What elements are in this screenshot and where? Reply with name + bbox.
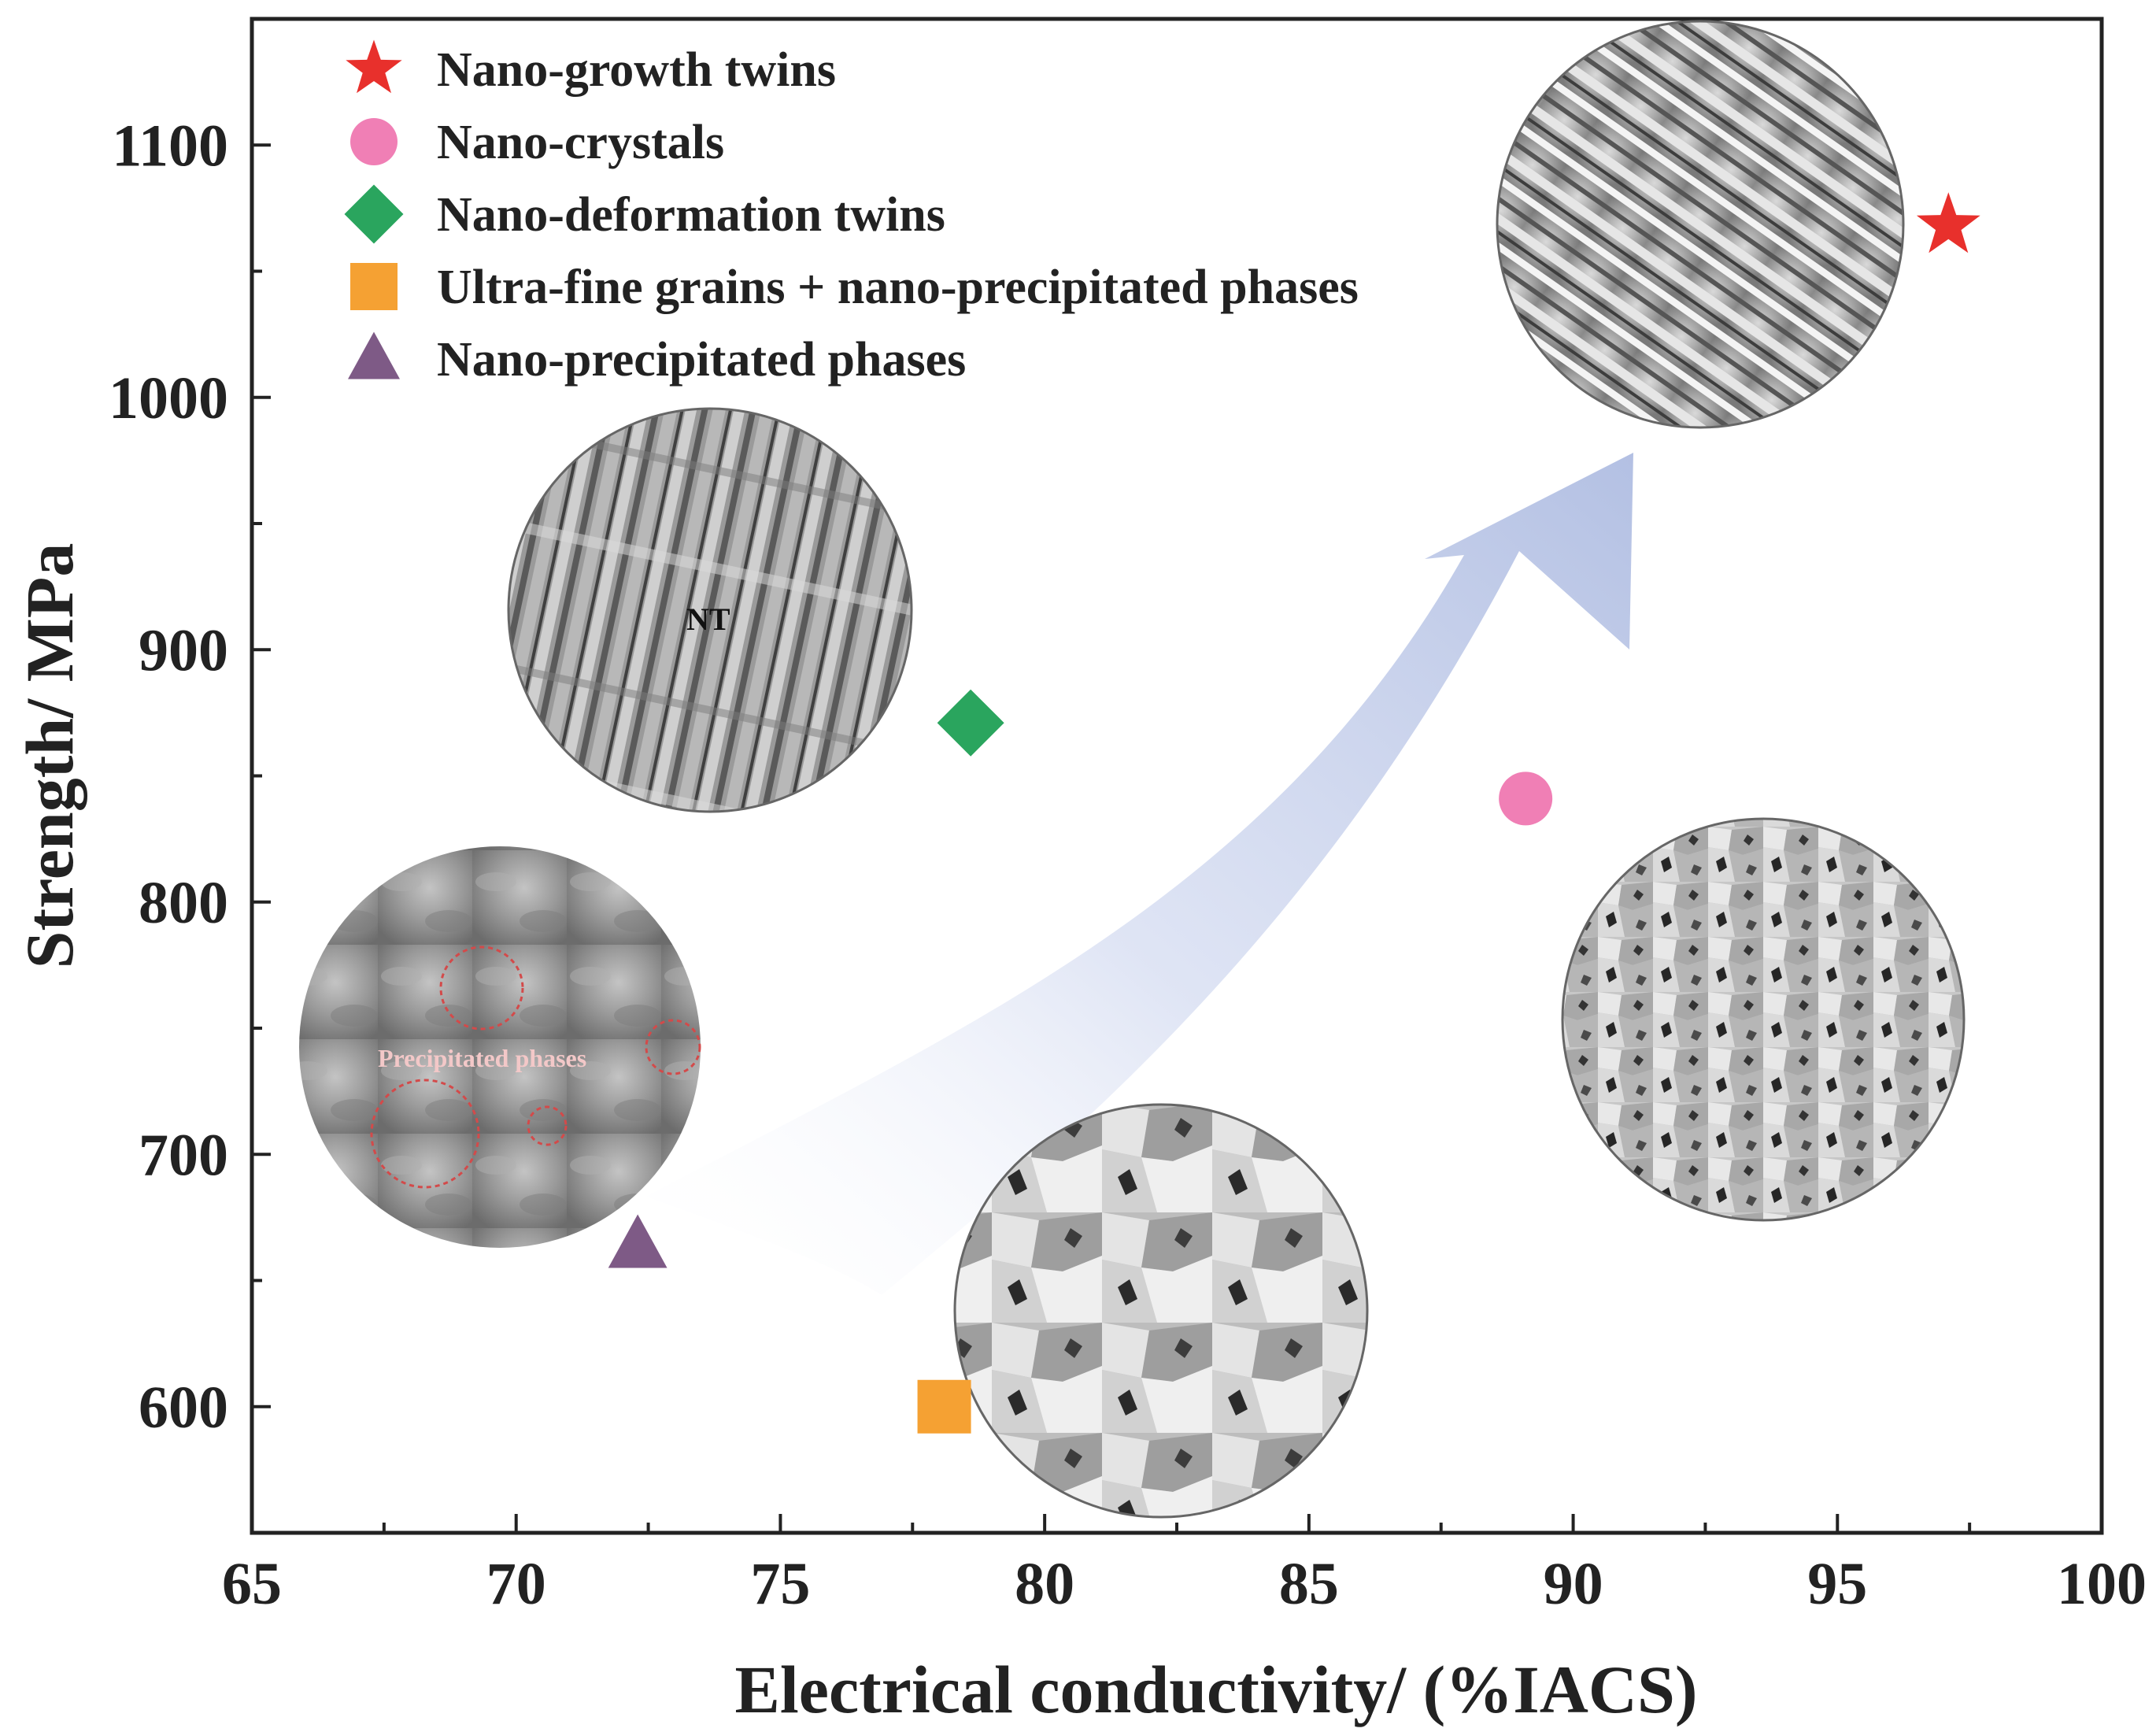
x-tick-label: 85 — [1279, 1551, 1339, 1617]
legend-marker-triangle — [348, 331, 400, 379]
legend-label: Nano-growth twins — [437, 43, 836, 97]
inset-nano-precipitated-phases: Precipitated phases — [299, 846, 701, 1248]
data-points — [608, 192, 1980, 1434]
y-axis-title: Strength/ MPa — [12, 543, 87, 969]
data-point-diamond — [937, 689, 1004, 757]
inset-nano-growth-twins — [1496, 20, 1905, 429]
y-tick-label: 1000 — [109, 365, 228, 431]
x-tick-label: 100 — [2057, 1551, 2147, 1617]
x-axis-title: Electrical conductivity/ (%IACS) — [735, 1652, 1698, 1727]
x-tick-label: 80 — [1015, 1551, 1074, 1617]
legend-marker-circle — [350, 118, 398, 165]
legend-marker-star — [346, 39, 402, 94]
y-tick-label: 900 — [139, 617, 228, 683]
y-tick-label: 600 — [139, 1375, 228, 1441]
trend-arrow — [645, 453, 1633, 1295]
x-tick-label: 65 — [222, 1551, 282, 1617]
y-tick-label: 700 — [139, 1122, 228, 1188]
data-point-star — [1916, 192, 1980, 254]
inset-label-precipitated-phases: Precipitated phases — [378, 1044, 586, 1072]
legend-label: Nano-crystals — [437, 116, 724, 169]
legend-marker-square — [350, 263, 398, 310]
legend-label: Ultra-fine grains + nano-precipitated ph… — [437, 261, 1359, 314]
legend-label: Nano-deformation twins — [437, 188, 945, 242]
x-tick-label: 95 — [1807, 1551, 1867, 1617]
x-axis: 65 70 75 80 85 90 95 100 — [222, 1514, 2147, 1617]
x-tick-label: 75 — [750, 1551, 810, 1617]
y-tick-label: 1100 — [112, 113, 228, 179]
inset-ultra-fine-grains — [953, 1103, 1369, 1519]
data-point-square — [917, 1379, 971, 1434]
inset-label-nt: NT — [686, 601, 730, 637]
legend-marker-diamond — [344, 184, 404, 244]
x-tick-label: 90 — [1544, 1551, 1603, 1617]
inset-nano-crystals — [1561, 817, 1966, 1222]
legend: Nano-growth twins Nano-crystals Nano-defor… — [344, 39, 1359, 387]
inset-nano-deformation-twins: NT — [507, 407, 913, 813]
y-tick-label: 800 — [139, 870, 228, 936]
x-tick-label: 70 — [486, 1551, 546, 1617]
data-point-circle — [1499, 772, 1553, 826]
legend-label: Nano-precipitated phases — [437, 333, 966, 387]
y-axis: 600 700 800 900 1000 1100 — [109, 17, 271, 1534]
data-point-triangle — [608, 1214, 668, 1268]
